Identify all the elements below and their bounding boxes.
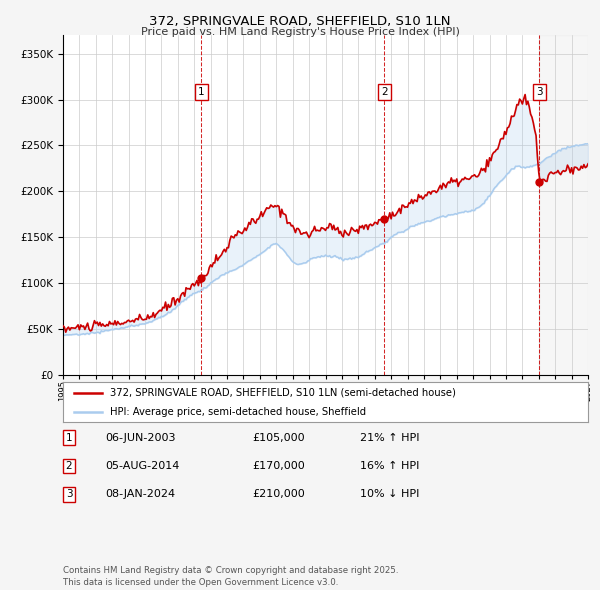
Text: 3: 3 xyxy=(65,490,73,499)
Text: HPI: Average price, semi-detached house, Sheffield: HPI: Average price, semi-detached house,… xyxy=(110,407,367,417)
Bar xyxy=(539,35,588,375)
Text: 2: 2 xyxy=(65,461,73,471)
Text: 372, SPRINGVALE ROAD, SHEFFIELD, S10 1LN: 372, SPRINGVALE ROAD, SHEFFIELD, S10 1LN xyxy=(149,15,451,28)
Text: Contains HM Land Registry data © Crown copyright and database right 2025.
This d: Contains HM Land Registry data © Crown c… xyxy=(63,566,398,587)
Text: 1: 1 xyxy=(65,433,73,442)
Text: 16% ↑ HPI: 16% ↑ HPI xyxy=(360,461,419,471)
Text: 05-AUG-2014: 05-AUG-2014 xyxy=(105,461,179,471)
Text: 06-JUN-2003: 06-JUN-2003 xyxy=(105,433,176,442)
Text: 2: 2 xyxy=(381,87,388,97)
Text: 1: 1 xyxy=(198,87,205,97)
Text: £210,000: £210,000 xyxy=(252,490,305,499)
Text: 08-JAN-2024: 08-JAN-2024 xyxy=(105,490,175,499)
Text: £170,000: £170,000 xyxy=(252,461,305,471)
Text: 10% ↓ HPI: 10% ↓ HPI xyxy=(360,490,419,499)
Text: 21% ↑ HPI: 21% ↑ HPI xyxy=(360,433,419,442)
Text: 372, SPRINGVALE ROAD, SHEFFIELD, S10 1LN (semi-detached house): 372, SPRINGVALE ROAD, SHEFFIELD, S10 1LN… xyxy=(110,388,456,398)
Text: £105,000: £105,000 xyxy=(252,433,305,442)
Text: Price paid vs. HM Land Registry's House Price Index (HPI): Price paid vs. HM Land Registry's House … xyxy=(140,27,460,37)
Text: 3: 3 xyxy=(536,87,542,97)
